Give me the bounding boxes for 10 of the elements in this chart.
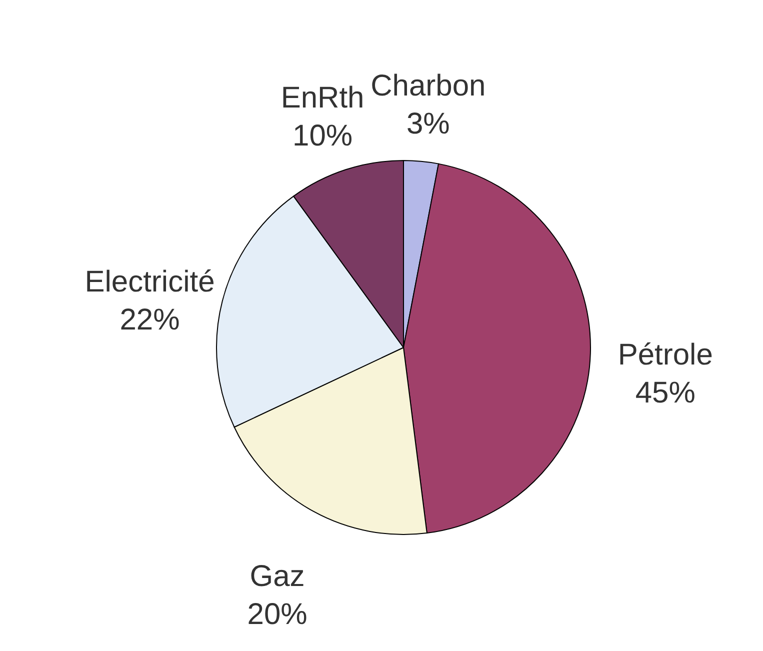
data-label: 22% [120,303,180,336]
slice-label: EnRth [280,81,364,114]
data-label: 45% [635,376,696,410]
data-label: 3% [406,108,450,141]
data-label: 20% [247,598,308,632]
slice-label: Gaz [250,560,305,594]
slice-label: Charbon [370,70,486,103]
slice-label: Pétrole [618,338,713,372]
data-label: 10% [292,119,353,152]
slice-label: Electricité [84,265,215,298]
